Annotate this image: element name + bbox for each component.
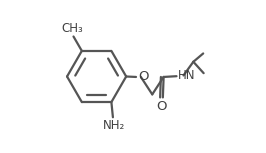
Text: HN: HN bbox=[178, 69, 195, 82]
Text: CH₃: CH₃ bbox=[62, 22, 84, 35]
Text: NH₂: NH₂ bbox=[103, 119, 125, 132]
Text: O: O bbox=[138, 70, 148, 83]
Text: O: O bbox=[156, 100, 167, 113]
